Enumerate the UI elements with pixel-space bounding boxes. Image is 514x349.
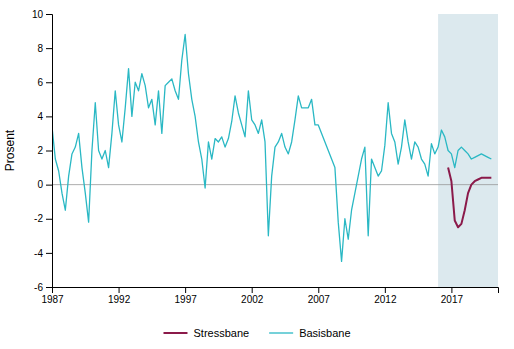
x-tick-mark — [385, 287, 386, 293]
x-tick-label: 1992 — [108, 294, 131, 305]
y-tick-mark — [46, 48, 52, 49]
x-tick-mark — [252, 287, 253, 293]
y-tick-mark — [46, 253, 52, 254]
shaded-region — [438, 14, 498, 287]
y-tick: 6 — [37, 77, 52, 88]
y-tick: 2 — [37, 145, 52, 156]
y-tick-label: 10 — [32, 9, 44, 20]
y-tick-mark — [46, 116, 52, 117]
y-tick-label: -6 — [34, 282, 43, 293]
x-tick: 2002 — [241, 287, 264, 305]
plot-area — [52, 14, 498, 287]
series-line — [448, 168, 491, 228]
y-tick-label: 0 — [37, 179, 43, 190]
x-tick: 2017 — [441, 287, 464, 305]
x-tick: 1992 — [108, 287, 131, 305]
y-tick-mark — [46, 185, 52, 186]
y-axis: -6 -4 -2 0 2 4 6 8 10 — [32, 9, 53, 293]
x-tick-mark — [119, 287, 120, 293]
y-tick-mark — [46, 82, 52, 83]
y-tick: -6 — [34, 282, 52, 293]
x-tick-label: 2017 — [441, 294, 464, 305]
x-tick-mark — [451, 287, 452, 293]
y-tick: 8 — [37, 43, 52, 54]
y-tick-label: -2 — [34, 213, 43, 224]
legend-label: Stressbane — [193, 327, 249, 339]
y-tick: 10 — [32, 9, 52, 20]
series-line — [52, 34, 491, 261]
x-tick-mark — [318, 287, 319, 293]
y-tick-mark — [46, 219, 52, 220]
y-tick-label: 6 — [37, 77, 43, 88]
y-tick-label: -4 — [34, 248, 43, 259]
legend-item: Stressbane — [163, 327, 249, 339]
y-tick: 4 — [37, 111, 52, 122]
y-tick: 0 — [37, 179, 52, 190]
x-tick-label: 1997 — [175, 294, 198, 305]
y-tick: -2 — [34, 213, 52, 224]
y-tick-mark — [46, 14, 52, 15]
legend-item: Basisbane — [269, 327, 350, 339]
y-tick: -4 — [34, 248, 52, 259]
x-tick: 2007 — [308, 287, 331, 305]
x-tick: 2012 — [374, 287, 397, 305]
y-axis-line — [46, 15, 53, 288]
y-axis-title: Prosent — [3, 129, 17, 171]
y-tick-mark — [46, 151, 52, 152]
y-tick-label: 4 — [37, 111, 43, 122]
x-tick: 1997 — [175, 287, 198, 305]
legend: Stressbane Basisbane — [163, 327, 350, 339]
x-tick-mark — [185, 287, 186, 293]
x-tick: 1987 — [41, 287, 64, 305]
chart: 1987 1992 1997 2002 2007 2012 2017 -6 -4 -2 0 2 4 6 8 1… — [0, 0, 514, 349]
zero-line — [52, 184, 498, 185]
x-tick-label: 2007 — [308, 294, 331, 305]
x-axis: 1987 1992 1997 2002 2007 2012 2017 — [41, 287, 498, 305]
legend-swatch — [269, 332, 293, 333]
x-axis-line — [53, 288, 499, 294]
x-tick-label: 2012 — [374, 294, 397, 305]
x-tick-label: 2002 — [241, 294, 264, 305]
legend-label: Basisbane — [299, 327, 350, 339]
y-tick-label: 8 — [37, 43, 43, 54]
x-tick-label: 1987 — [41, 294, 64, 305]
legend-swatch — [163, 332, 187, 334]
y-tick-mark — [46, 287, 52, 288]
y-tick-label: 2 — [37, 145, 43, 156]
